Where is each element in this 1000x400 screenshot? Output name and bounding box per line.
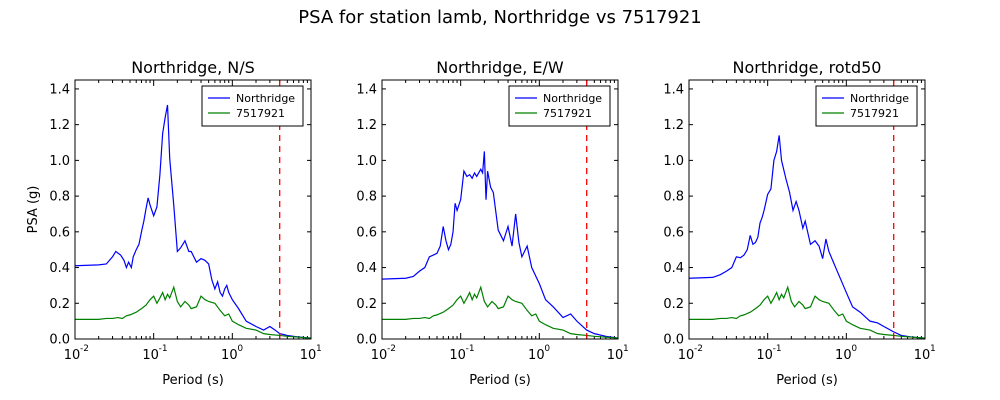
subplot-panels: Northridge, N/S 0.0 0.2 0.4 0.6 0.8 1.0 1.2 1.4 1…	[26, 58, 936, 388]
x-tick-exponent: -1	[773, 344, 782, 354]
x-tick-label: 10	[607, 348, 624, 363]
axes-frame	[381, 79, 619, 340]
x-tick-exponent: 1	[316, 344, 322, 354]
x-tick-label: 10	[221, 348, 238, 363]
y-tick-label: 1.2	[356, 118, 377, 133]
series-line-northridge	[689, 135, 925, 339]
y-tick-label: 0.8	[49, 190, 70, 205]
legend-label: 7517921	[543, 107, 592, 120]
y-tick-label: 1.0	[356, 154, 377, 169]
y-tick-label: 1.4	[49, 82, 70, 97]
series-line-event	[382, 285, 618, 339]
legend-box	[508, 85, 611, 127]
y-tick-label: 0.0	[356, 333, 377, 348]
x-tick-exponent: -2	[387, 344, 396, 354]
y-tick-label: 0.6	[49, 225, 70, 240]
x-tick-exponent: 1	[623, 344, 629, 354]
x-tick-exponent: 0	[544, 344, 550, 354]
y-axis-label: PSA (g)	[26, 186, 41, 234]
y-tick-label: 0.4	[356, 261, 377, 276]
y-tick-label: 0.2	[49, 297, 70, 312]
series-line-event	[689, 285, 925, 339]
y-tick-label: 1.0	[663, 154, 684, 169]
series-line-northridge	[75, 104, 311, 339]
legend-label: Northridge	[236, 92, 295, 105]
y-tick-label: 0.8	[663, 190, 684, 205]
x-tick-exponent: 1	[930, 344, 936, 354]
x-tick-label: 10	[371, 348, 388, 363]
y-tick-label: 1.0	[49, 154, 70, 169]
subplot-3: Northridge, rotd50 0.0 0.2 0.4 0.6 0.8 1.0 1.2 1…	[663, 58, 935, 388]
legend-box	[815, 85, 918, 127]
x-axis-label: Period (s)	[162, 373, 224, 388]
y-tick-label: 0.2	[663, 297, 684, 312]
subplot-title: Northridge, N/S	[131, 58, 255, 77]
figure-title: PSA for station lamb, Northridge vs 7517…	[298, 7, 702, 28]
x-axis-label: Period (s)	[469, 373, 531, 388]
y-tick-label: 0.6	[663, 225, 684, 240]
x-tick-label: 10	[300, 348, 317, 363]
legend-label: 7517921	[850, 107, 899, 120]
x-tick-label: 10	[449, 348, 466, 363]
x-axis-label: Period (s)	[776, 373, 838, 388]
legend-label: Northridge	[543, 92, 602, 105]
legend-label: 7517921	[236, 107, 285, 120]
series-line-northridge	[382, 151, 618, 339]
x-tick-label: 10	[64, 348, 81, 363]
legend-box	[201, 85, 304, 127]
x-tick-label: 10	[835, 348, 852, 363]
x-tick-label: 10	[142, 348, 159, 363]
axes-frame	[74, 79, 312, 340]
x-tick-exponent: 0	[851, 344, 857, 354]
x-tick-label: 10	[914, 348, 931, 363]
axes-frame	[688, 79, 926, 340]
x-tick-exponent: 0	[237, 344, 243, 354]
y-tick-label: 0.4	[49, 261, 70, 276]
x-tick-exponent: -1	[466, 344, 475, 354]
y-tick-label: 0.6	[356, 225, 377, 240]
x-tick-label: 10	[678, 348, 695, 363]
x-tick-exponent: -2	[694, 344, 703, 354]
series-line-event	[75, 285, 311, 339]
y-tick-label: 0.0	[49, 333, 70, 348]
legend-label: Northridge	[850, 92, 909, 105]
y-tick-label: 0.8	[356, 190, 377, 205]
subplot-1: Northridge, N/S 0.0 0.2 0.4 0.6 0.8 1.0 1.2 1.4 1…	[26, 58, 322, 388]
subplot-title: Northridge, E/W	[436, 58, 564, 77]
x-tick-exponent: -2	[80, 344, 89, 354]
y-tick-label: 1.2	[663, 118, 684, 133]
y-tick-label: 0.4	[663, 261, 684, 276]
y-tick-label: 1.2	[49, 118, 70, 133]
x-tick-exponent: -1	[159, 344, 168, 354]
x-tick-label: 10	[528, 348, 545, 363]
y-tick-label: 0.0	[663, 333, 684, 348]
subplot-title: Northridge, rotd50	[733, 58, 882, 77]
y-tick-label: 1.4	[356, 82, 377, 97]
x-tick-label: 10	[756, 348, 773, 363]
y-tick-label: 0.2	[356, 297, 377, 312]
y-tick-label: 1.4	[663, 82, 684, 97]
subplot-2: Northridge, E/W 0.0 0.2 0.4 0.6 0.8 1.0 1.2 1.4 1…	[356, 58, 628, 388]
